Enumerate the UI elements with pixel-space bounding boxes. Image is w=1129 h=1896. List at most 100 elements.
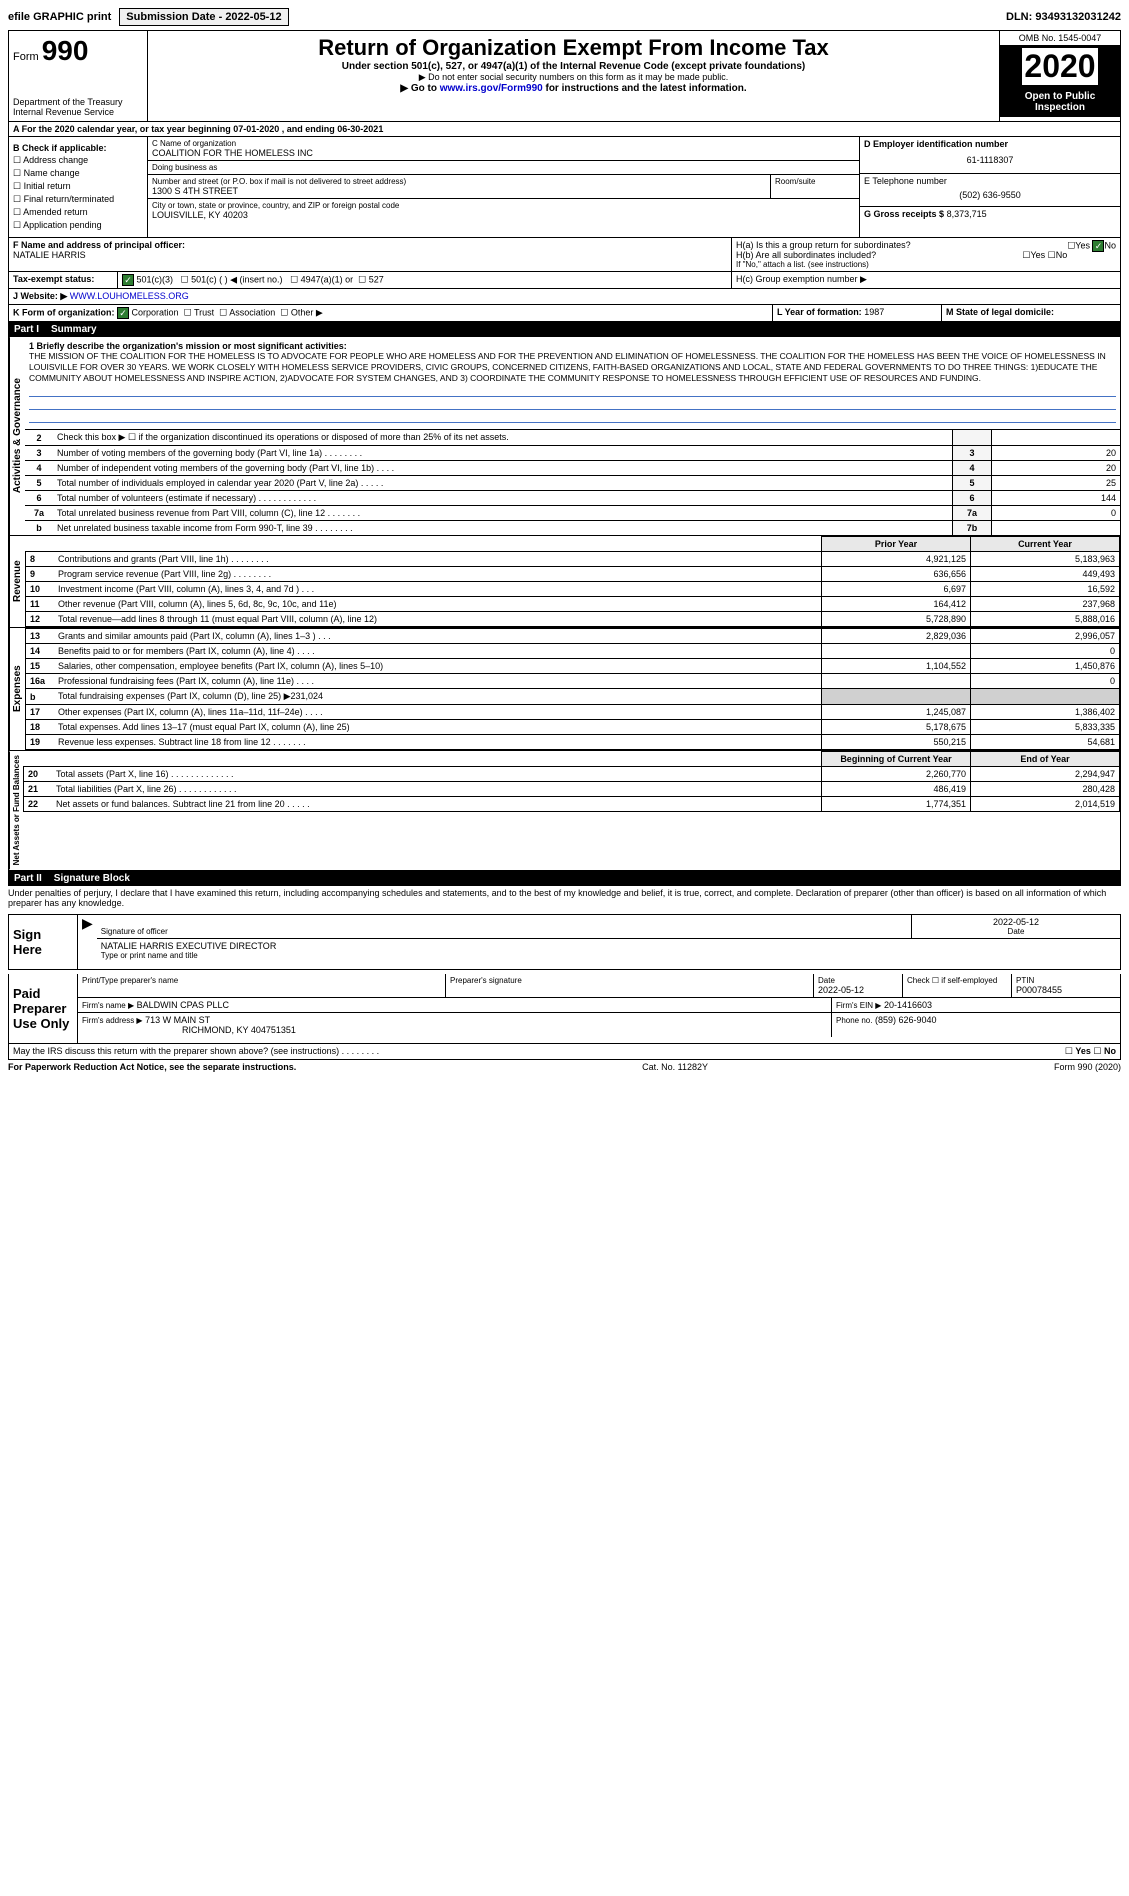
line-no: 11 — [26, 597, 55, 612]
table-row: 11 Other revenue (Part VIII, column (A),… — [26, 597, 1120, 612]
line-desc: Net assets or fund balances. Subtract li… — [52, 797, 822, 812]
cb-label: Name change — [24, 168, 80, 178]
table-row: 12 Total revenue—add lines 8 through 11 … — [26, 612, 1120, 627]
website-link[interactable]: WWW.LOUHOMELESS.ORG — [70, 291, 189, 301]
table-row: 5 Total number of individuals employed i… — [25, 476, 1120, 491]
cb-initial[interactable]: ☐ Initial return — [13, 181, 143, 192]
corp-checkbox[interactable] — [117, 307, 129, 319]
discuss-row: May the IRS discuss this return with the… — [8, 1044, 1121, 1060]
sig-name: NATALIE HARRIS EXECUTIVE DIRECTOR — [101, 941, 1116, 951]
cb-label: Application pending — [23, 220, 102, 230]
addr-value: 1300 S 4TH STREET — [152, 186, 766, 196]
submission-date-box: Submission Date - 2022-05-12 — [119, 8, 288, 26]
table-row: 8 Contributions and grants (Part VIII, l… — [26, 552, 1120, 567]
preparer-label: Paid Preparer Use Only — [9, 974, 78, 1043]
mission-label: 1 Briefly describe the organization's mi… — [29, 341, 1116, 351]
form-title: Return of Organization Exempt From Incom… — [152, 35, 995, 61]
line-desc: Grants and similar amounts paid (Part IX… — [54, 629, 822, 644]
cb-pending[interactable]: ☐ Application pending — [13, 220, 143, 231]
expenses-table: 13 Grants and similar amounts paid (Part… — [25, 628, 1120, 750]
line-no: b — [25, 521, 53, 536]
curr-amt: 54,681 — [971, 735, 1120, 750]
org-name: COALITION FOR THE HOMELESS INC — [152, 148, 855, 158]
line-desc: Total assets (Part X, line 16) . . . . .… — [52, 767, 822, 782]
org-column: C Name of organization COALITION FOR THE… — [148, 137, 859, 237]
irs-link[interactable]: www.irs.gov/Form990 — [440, 83, 543, 94]
gross-cell: G Gross receipts $ 8,373,715 — [860, 207, 1120, 221]
expenses-body: 13 Grants and similar amounts paid (Part… — [25, 628, 1120, 750]
prior-amt — [822, 674, 971, 689]
domicile-cell: M State of legal domicile: — [942, 305, 1120, 321]
line-no: 16a — [26, 674, 55, 689]
prior-amt — [822, 644, 971, 659]
ein-value: 61-1118307 — [864, 149, 1116, 171]
curr-amt: 1,386,402 — [971, 705, 1120, 720]
cb-address[interactable]: ☐ Address change — [13, 155, 143, 166]
line-desc: Total number of individuals employed in … — [53, 476, 953, 491]
sig-date-label: Date — [916, 927, 1116, 936]
line-val: 25 — [992, 476, 1121, 491]
prior-amt: 2,829,036 — [822, 629, 971, 644]
addr-row: Number and street (or P.O. box if mail i… — [148, 175, 859, 199]
part1-header: Part I Summary — [8, 322, 1121, 337]
table-row: 21 Total liabilities (Part X, line 26) .… — [24, 782, 1120, 797]
firm-name: BALDWIN CPAS PLLC — [137, 1000, 229, 1010]
line-desc: Total unrelated business revenue from Pa… — [53, 506, 953, 521]
curr-amt: 2,996,057 — [971, 629, 1120, 644]
cb-final[interactable]: ☐ Final return/terminated — [13, 194, 143, 205]
line-val: 20 — [992, 446, 1121, 461]
tax-status-opts: 501(c)(3) ☐ 501(c) ( ) ◀ (insert no.) ☐ … — [118, 272, 732, 288]
cb-amended[interactable]: ☐ Amended return — [13, 207, 143, 218]
firm-city: RICHMOND, KY 404751351 — [82, 1025, 827, 1035]
prep-date-cell: Date 2022-05-12 — [813, 974, 902, 997]
preparer-row: Paid Preparer Use Only Print/Type prepar… — [9, 974, 1120, 1043]
top-bar: efile GRAPHIC print Submission Date - 20… — [8, 8, 1121, 26]
prep-line-2: Firm's name ▶ BALDWIN CPAS PLLC Firm's E… — [78, 998, 1120, 1013]
curr-amt: 280,428 — [971, 782, 1120, 797]
no-checkbox[interactable] — [1092, 240, 1104, 252]
prep-date: 2022-05-12 — [818, 985, 898, 995]
form-header-center: Return of Organization Exempt From Incom… — [148, 31, 999, 121]
gross-value: 8,373,715 — [947, 209, 987, 219]
curr-amt: 5,888,016 — [971, 612, 1120, 627]
blank-header — [24, 752, 822, 767]
year-text: 2020 — [1022, 48, 1097, 85]
governance-section: Activities & Governance 1 Briefly descri… — [8, 337, 1121, 536]
gross-label: G Gross receipts $ — [864, 209, 944, 219]
line-desc: Net unrelated business taxable income fr… — [53, 521, 953, 536]
part2-label: Part II — [14, 873, 42, 884]
revenue-body: Prior Year Current Year 8 Contributions … — [25, 536, 1120, 627]
line-box: 7a — [953, 506, 992, 521]
discuss-opts: ☐ Yes ☐ No — [1065, 1046, 1116, 1057]
ha-row: H(a) Is this a group return for subordin… — [736, 240, 1116, 250]
line-desc: Professional fundraising fees (Part IX, … — [54, 674, 822, 689]
opt-501c3: 501(c)(3) — [137, 274, 174, 284]
opt-trust: Trust — [194, 307, 214, 317]
opt-501c: 501(c) ( ) ◀ (insert no.) — [191, 274, 282, 284]
firm-ein-cell: Firm's EIN ▶ 20-1416603 — [831, 998, 1120, 1012]
line-desc: Number of independent voting members of … — [53, 461, 953, 476]
inspection-notice: Open to Public Inspection — [1000, 87, 1120, 117]
end-year-header: End of Year — [971, 752, 1120, 767]
table-row: 13 Grants and similar amounts paid (Part… — [26, 629, 1120, 644]
ptin-label: PTIN — [1016, 976, 1116, 985]
room-cell: Room/suite — [770, 175, 859, 199]
revenue-vlabel: Revenue — [9, 536, 25, 627]
form-org-cell: K Form of organization: Corporation ☐ Tr… — [9, 305, 773, 321]
omb-number: OMB No. 1545-0047 — [1000, 31, 1120, 46]
revenue-table: Prior Year Current Year 8 Contributions … — [25, 536, 1120, 627]
firm-ein-label: Firm's EIN ▶ — [836, 1001, 881, 1010]
preparer-fields: Print/Type preparer's name Preparer's si… — [78, 974, 1120, 1043]
table-row: 9 Program service revenue (Part VIII, li… — [26, 567, 1120, 582]
officer-name: NATALIE HARRIS — [13, 250, 727, 260]
prep-line-3: Firm's address ▶ 713 W MAIN ST RICHMOND,… — [78, 1013, 1120, 1037]
line-desc: Revenue less expenses. Subtract line 18 … — [54, 735, 822, 750]
table-row: 2 Check this box ▶ ☐ if the organization… — [25, 430, 1120, 446]
line-no: 12 — [26, 612, 55, 627]
cb-name[interactable]: ☐ Name change — [13, 168, 143, 179]
curr-amt: 5,183,963 — [971, 552, 1120, 567]
501c3-checkbox[interactable] — [122, 274, 134, 286]
curr-amt — [971, 689, 1120, 705]
tax-status-row: Tax-exempt status: 501(c)(3) ☐ 501(c) ( … — [8, 272, 1121, 289]
table-row: 22 Net assets or fund balances. Subtract… — [24, 797, 1120, 812]
